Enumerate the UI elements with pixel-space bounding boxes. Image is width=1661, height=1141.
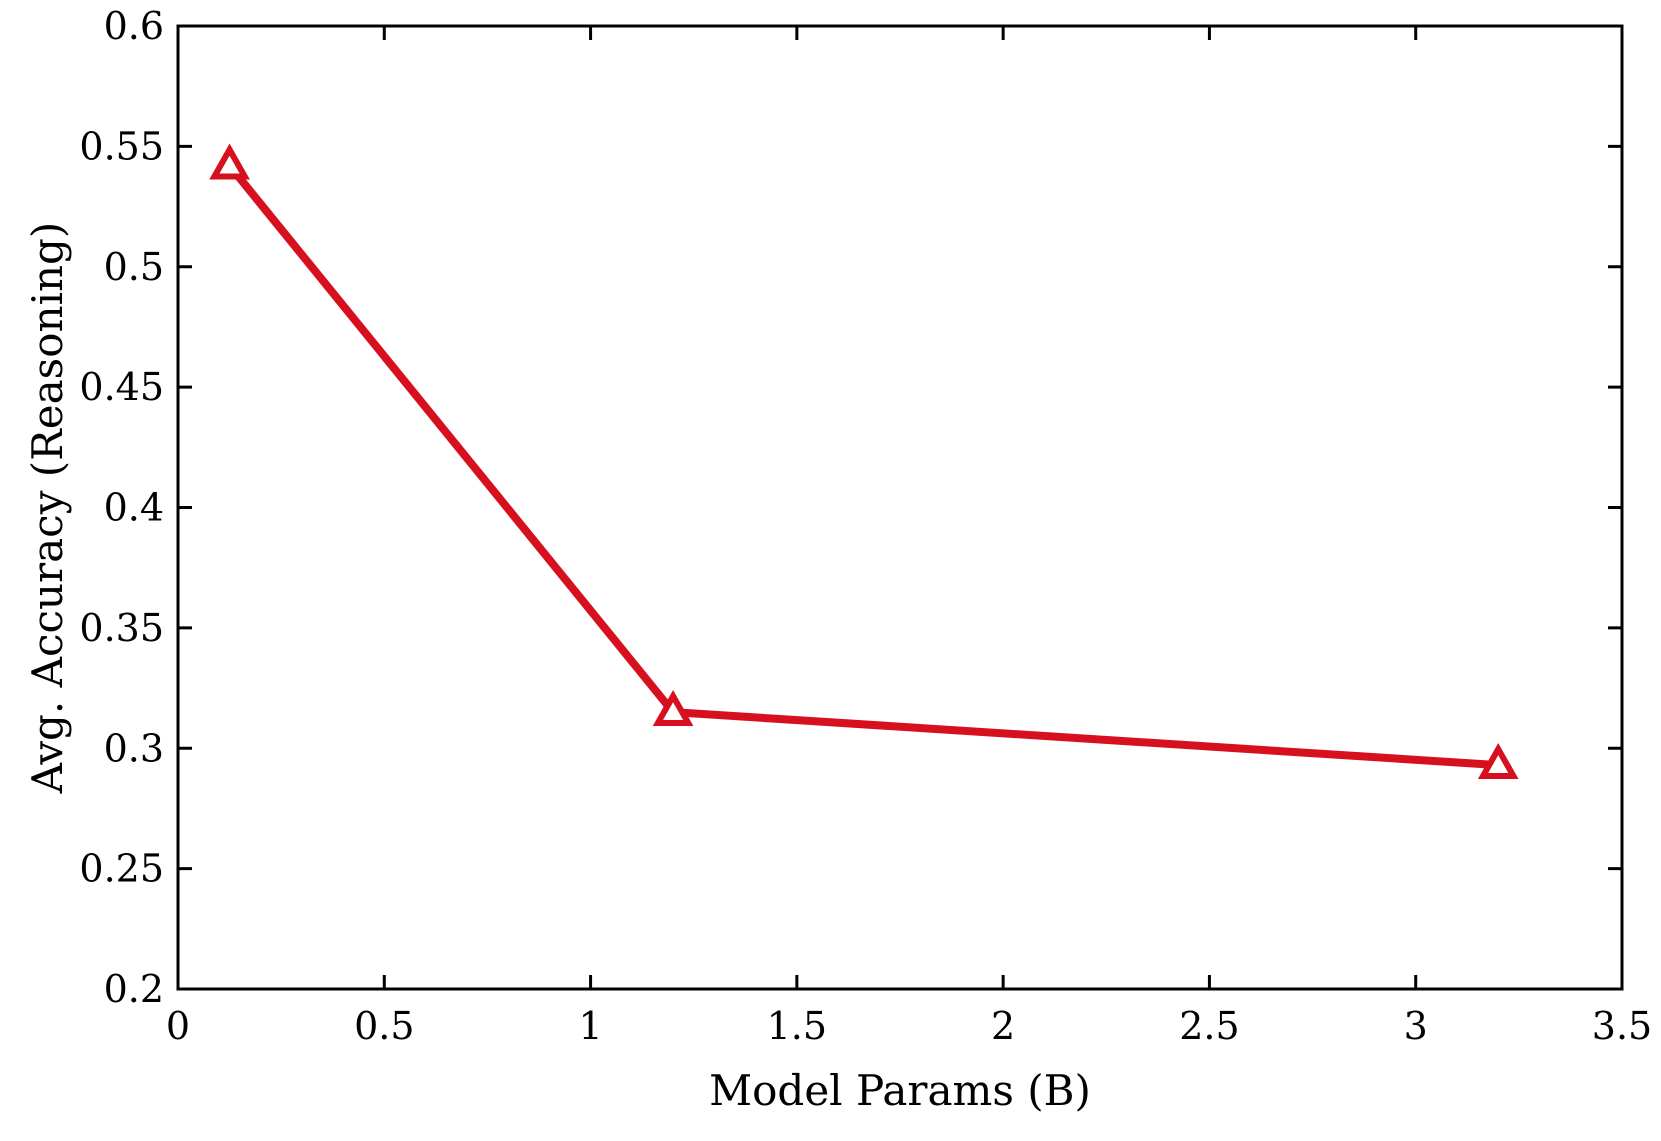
y-tick-label: 0.25 bbox=[79, 847, 164, 891]
data-point-triangle bbox=[652, 690, 694, 727]
series-layer bbox=[209, 143, 1519, 779]
x-tick-label: 0.5 bbox=[354, 1004, 414, 1048]
data-point-triangle bbox=[1477, 743, 1519, 779]
x-tick-label: 2.5 bbox=[1179, 1004, 1239, 1048]
y-tick-label: 0.5 bbox=[104, 245, 164, 289]
tick-labels: 0 0.5 1 1.5 2 2.5 3 3.5 0.2 0.25 0.3 0.35 0.4 0.45 0.5… bbox=[79, 4, 1652, 1048]
y-tick-label: 0.3 bbox=[104, 726, 164, 770]
x-tick-label: 3.5 bbox=[1592, 1004, 1652, 1048]
x-axis-title: Model Params (B) bbox=[709, 1066, 1091, 1115]
x-tick-label: 1.5 bbox=[767, 1004, 827, 1048]
y-tick-label: 0.4 bbox=[104, 486, 164, 530]
y-axis-title: Avg. Accuracy (Reasoning) bbox=[23, 222, 72, 795]
data-point-triangle bbox=[209, 143, 250, 180]
x-tick-label: 3 bbox=[1404, 1004, 1428, 1048]
y-tick-label: 0.55 bbox=[79, 124, 164, 168]
x-tick-label: 1 bbox=[578, 1004, 602, 1048]
y-tick-label: 0.6 bbox=[104, 4, 164, 48]
y-tick-label: 0.35 bbox=[79, 606, 164, 650]
x-tick-label: 2 bbox=[991, 1004, 1015, 1048]
plot-frame bbox=[176, 24, 1624, 991]
y-tick-label: 0.45 bbox=[79, 365, 164, 409]
x-tick-label: 0 bbox=[166, 1004, 190, 1048]
y-tick-label: 0.2 bbox=[104, 967, 164, 1011]
